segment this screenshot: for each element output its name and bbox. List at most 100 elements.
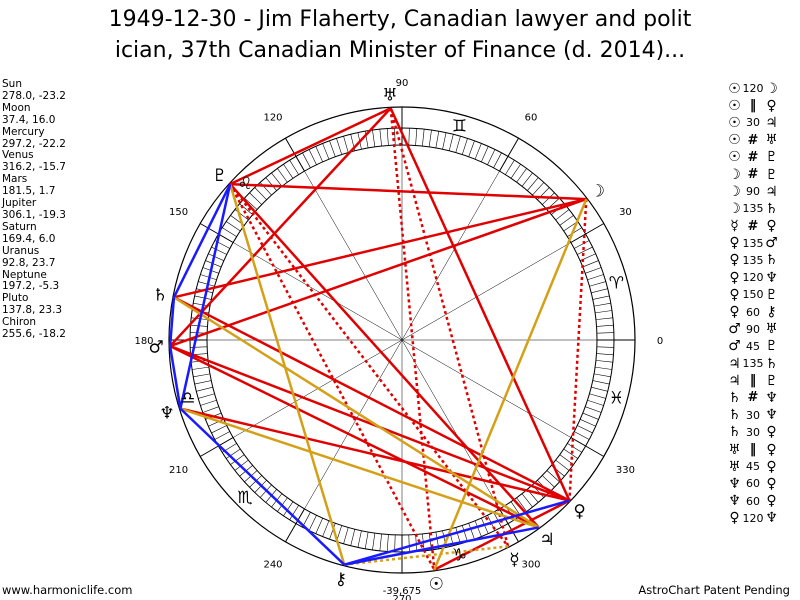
aspect-line (229, 107, 392, 186)
aspect-line (173, 296, 540, 529)
aspect-row: ♆ 60 ♀ (727, 475, 799, 492)
house-cusp-line (233, 242, 403, 341)
degree-tick (308, 149, 317, 165)
aspect-planet-1: ♂ (728, 321, 741, 338)
degree-tick (442, 132, 447, 150)
aspect-type: 135 (742, 236, 764, 250)
degree-tick (200, 399, 217, 406)
aspect-row: ♀ 120 ♆ (727, 269, 799, 286)
degree-tick (428, 130, 432, 147)
degree-tick (379, 533, 382, 551)
degree-tick (226, 221, 241, 232)
planet-name: Chiron (2, 316, 37, 329)
degree-tick (208, 419, 224, 427)
degree-tick (555, 209, 570, 221)
aspect-line (344, 526, 539, 566)
degree-tick (394, 128, 396, 146)
degree-tick (194, 295, 212, 300)
aspect-type: 30 (746, 425, 760, 439)
degree-label: 30 (619, 207, 632, 218)
aspect-row: ♄ 30 ♆ (727, 407, 799, 424)
planet-position: 37.4, 16.0 (2, 113, 56, 126)
aspect-planet-1: ♀ (729, 252, 740, 269)
aspect-planet-2: ♄ (765, 355, 778, 372)
planet-position: 316.2, -15.7 (2, 161, 66, 174)
aspect-line (169, 344, 570, 502)
aspect-type: 60 (746, 494, 760, 508)
aspect-type: ‖ (749, 98, 757, 114)
degree-label: 120 (263, 113, 282, 124)
aspect-type: 45 (746, 460, 760, 474)
degree-tick (589, 393, 606, 399)
aspect-row: ♅ 45 ♀ (727, 458, 799, 475)
aspect-line (180, 407, 570, 502)
aspect-row: ☽ 135 ♄ (727, 200, 799, 217)
planet-name: Sun (2, 78, 22, 90)
degree-tick (595, 366, 612, 370)
aspect-planet-1: ♆ (728, 493, 741, 510)
aspect-type: 45 (746, 339, 760, 353)
degree-tick (493, 152, 502, 168)
degree-tick (596, 353, 614, 356)
aspect-planet-2: ♃ (765, 183, 778, 200)
degree-tick (329, 140, 336, 157)
degree-tick (505, 160, 515, 175)
house-divider (199, 223, 234, 243)
aspect-planet-1: ☽ (728, 200, 741, 217)
degree-tick (481, 146, 489, 162)
aspect-line (228, 183, 346, 566)
degree-tick (302, 152, 311, 168)
aspect-row: ♀ 135 ♄ (727, 252, 799, 269)
aspect-row: ♀ 150 ♇ (727, 286, 799, 303)
planet-glyph-pluto: ♇ (212, 166, 227, 186)
house-divider (285, 508, 305, 543)
planet-positions-list: Sun 278.0, -23.2 Moon 37.4, 16.0 Mercury 297.… (2, 78, 66, 341)
degree-tick (455, 136, 461, 153)
planet-position: 169.4, 6.0 (2, 232, 56, 245)
aspect-planet-2: ♇ (765, 149, 778, 166)
degree-tick (596, 346, 614, 348)
degree-tick (415, 128, 418, 146)
degree-tick (577, 246, 593, 255)
planet-glyph-moon: ☽ (590, 182, 605, 202)
degree-tick (563, 448, 578, 459)
planet-position: 306.1, -19.3 (2, 208, 66, 221)
degree-label: 240 (263, 559, 282, 570)
aspect-line (389, 108, 436, 570)
degree-tick (555, 459, 570, 471)
degree-tick (510, 501, 521, 516)
aspect-planet-2: ⚷ (766, 304, 777, 321)
house-divider (199, 437, 234, 457)
aspect-line (433, 198, 588, 571)
degree-tick (587, 399, 604, 406)
planet-name: Uranus (2, 244, 40, 257)
aspect-planet-1: ♀ (729, 304, 740, 321)
degree-tick (408, 128, 410, 146)
degree-tick (190, 346, 208, 348)
aspect-planet-1: ♀ (729, 286, 740, 303)
degree-tick (254, 187, 267, 200)
aspect-planet-2: ♀ (766, 441, 777, 458)
planet-glyph-sun: ☉ (429, 575, 444, 595)
degree-tick (510, 164, 521, 179)
degree-tick (580, 419, 596, 427)
aspect-row: ♂ 90 ♅ (727, 321, 799, 338)
chart-title-line-1: 1949-12-30 - Jim Flaherty, Canadian lawy… (108, 7, 692, 32)
degree-tick (198, 281, 215, 287)
aspect-type: 30 (746, 116, 760, 130)
aspect-type: 90 (746, 322, 760, 336)
degree-tick (308, 515, 317, 531)
degree-tick (315, 518, 323, 534)
aspect-row: ☽ # ♇ (727, 166, 799, 183)
aspect-row: ♀ 120 ♆ (727, 510, 799, 527)
degree-tick (455, 527, 461, 544)
degree-tick (394, 534, 396, 552)
aspect-row: ☽ 90 ♃ (727, 183, 799, 200)
degree-tick (587, 274, 604, 281)
degree-tick (474, 143, 482, 160)
aspect-type: # (747, 390, 759, 406)
planet-glyph-mercury: ☿ (509, 550, 519, 570)
degree-tick (202, 406, 219, 413)
degree-tick (542, 475, 555, 488)
aspect-row: ♃ 135 ♄ (727, 355, 799, 372)
